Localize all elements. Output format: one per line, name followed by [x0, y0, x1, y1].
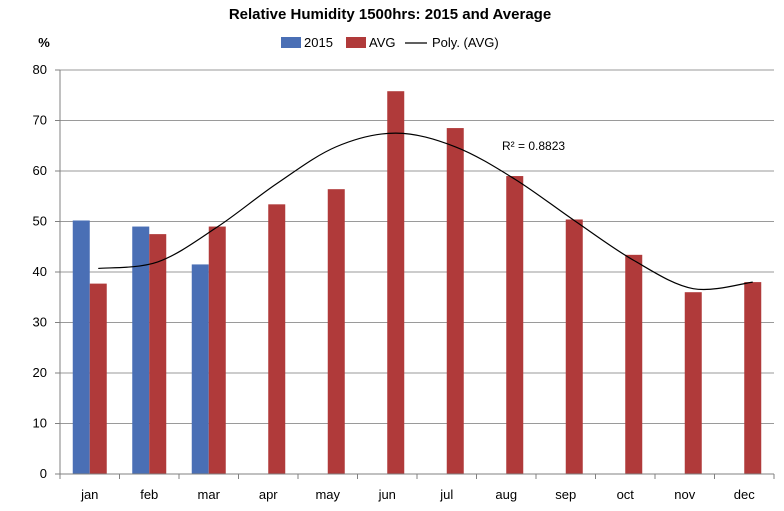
x-tick-label-oct: oct: [617, 487, 635, 502]
r-squared-label: R² = 0.8823: [502, 139, 565, 153]
bar-avg-apr: [268, 204, 286, 474]
y-axis-label: %: [38, 35, 50, 50]
x-tick-label-jan: jan: [80, 487, 98, 502]
bar-avg-may: [327, 189, 345, 474]
y-tick-label: 70: [33, 113, 47, 128]
x-tick-label-aug: aug: [495, 487, 517, 502]
bar-2015-mar: [191, 264, 209, 474]
bar-avg-jul: [446, 128, 464, 474]
x-tick-label-nov: nov: [674, 487, 695, 502]
bar-avg-jan: [89, 283, 107, 474]
x-tick-label-mar: mar: [198, 487, 221, 502]
trendline: [98, 132, 753, 291]
y-tick-label: 60: [33, 163, 47, 178]
legend-label-avg: AVG: [369, 35, 396, 50]
axes: 0 10 20 30 40 50 60 70 80 jan feb mar apr may jun jul au…: [33, 62, 775, 502]
legend-swatch-avg: [346, 37, 366, 48]
trendline-path: [98, 132, 753, 291]
bar-avg-dec: [744, 282, 762, 474]
bar-2015-feb: [132, 226, 150, 474]
y-tick-label: 0: [40, 466, 47, 481]
legend-label-2015: 2015: [304, 35, 333, 50]
bar-2015-jan: [72, 220, 90, 474]
y-tick-label: 30: [33, 315, 47, 330]
x-tick-label-may: may: [315, 487, 340, 502]
bar-avg-mar: [208, 226, 226, 474]
bar-avg-sep: [565, 219, 583, 474]
y-tick-label: 20: [33, 365, 47, 380]
x-tick-label-apr: apr: [259, 487, 278, 502]
bars: [72, 91, 762, 475]
bar-avg-nov: [684, 292, 702, 474]
bar-avg-jun: [387, 91, 405, 475]
x-tick-label-feb: feb: [140, 487, 158, 502]
legend: 2015 AVG Poly. (AVG): [281, 35, 499, 50]
y-tick-label: 50: [33, 214, 47, 229]
x-tick-label-jun: jun: [378, 487, 396, 502]
bar-avg-oct: [625, 254, 643, 474]
y-tick-label: 40: [33, 264, 47, 279]
bar-avg-aug: [506, 176, 524, 475]
x-tick-label-sep: sep: [555, 487, 576, 502]
bar-avg-feb: [149, 234, 167, 474]
gridlines: [60, 69, 774, 424]
x-tick-label-jul: jul: [439, 487, 453, 502]
x-tick-label-dec: dec: [734, 487, 755, 502]
y-tick-label: 10: [33, 416, 47, 431]
chart-title: Relative Humidity 1500hrs: 2015 and Aver…: [229, 6, 551, 23]
legend-swatch-2015: [281, 37, 301, 48]
y-tick-label: 80: [33, 62, 47, 77]
legend-label-trend: Poly. (AVG): [432, 35, 499, 50]
